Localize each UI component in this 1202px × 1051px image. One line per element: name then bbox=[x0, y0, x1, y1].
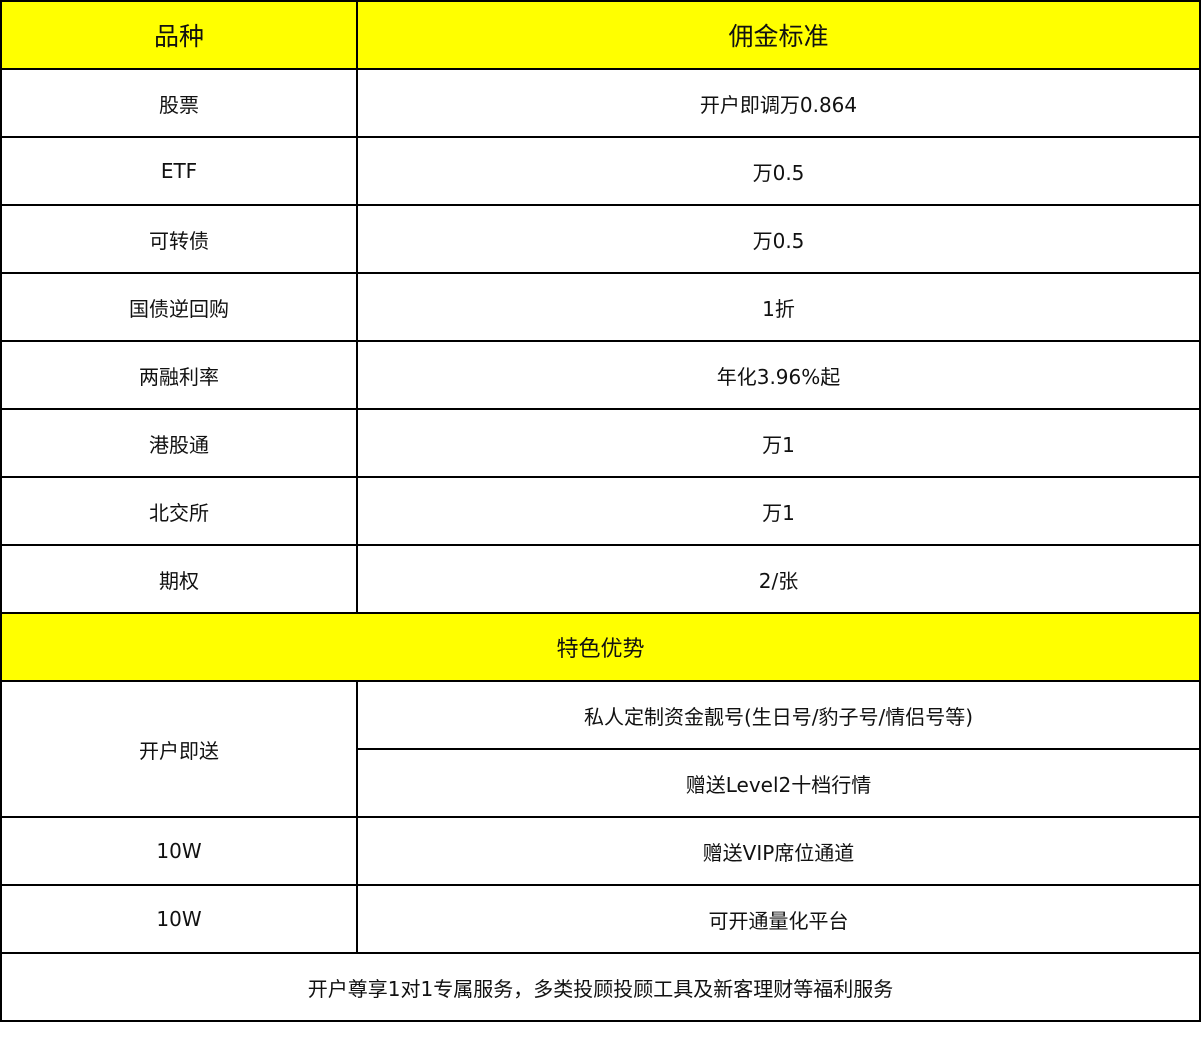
table-row: 股票 开户即调万0.864 bbox=[0, 68, 1201, 138]
table-row: 开户即送 私人定制资金靓号(生日号/豹子号/情侣号等) bbox=[0, 680, 1201, 818]
row-name: 北交所 bbox=[0, 476, 358, 546]
table-row: 期权 2/张 bbox=[0, 544, 1201, 614]
header-commission: 佣金标准 bbox=[356, 0, 1201, 70]
row-name: 两融利率 bbox=[0, 340, 358, 410]
row-name: 国债逆回购 bbox=[0, 272, 358, 342]
row-name: 10W bbox=[0, 816, 358, 886]
table-row: 港股通 万1 bbox=[0, 408, 1201, 478]
gift-item: 私人定制资金靓号(生日号/豹子号/情侣号等) bbox=[356, 680, 1201, 750]
row-value: 开户即调万0.864 bbox=[356, 68, 1201, 138]
row-name: ETF bbox=[0, 136, 358, 206]
row-name: 股票 bbox=[0, 68, 358, 138]
row-value: 万1 bbox=[356, 408, 1201, 478]
table-row: 10W 可开通量化平台 bbox=[0, 884, 1201, 954]
row-value: 万0.5 bbox=[356, 136, 1201, 206]
table-row: 北交所 万1 bbox=[0, 476, 1201, 546]
row-name: 期权 bbox=[0, 544, 358, 614]
row-name: 可转债 bbox=[0, 204, 358, 274]
row-value: 可开通量化平台 bbox=[356, 884, 1201, 954]
table-row: ETF 万0.5 bbox=[0, 136, 1201, 206]
header-row: 品种 佣金标准 bbox=[0, 0, 1201, 70]
footer-text: 开户尊享1对1专属服务，多类投顾投顾工具及新客理财等福利服务 bbox=[0, 952, 1201, 1022]
section-title: 特色优势 bbox=[0, 612, 1201, 682]
table-row: 可转债 万0.5 bbox=[0, 204, 1201, 274]
table-row: 两融利率 年化3.96%起 bbox=[0, 340, 1201, 410]
row-value: 2/张 bbox=[356, 544, 1201, 614]
row-value: 赠送VIP席位通道 bbox=[356, 816, 1201, 886]
gift-item: 赠送Level2十档行情 bbox=[356, 748, 1201, 818]
row-value: 万0.5 bbox=[356, 204, 1201, 274]
row-value: 年化3.96%起 bbox=[356, 340, 1201, 410]
row-name: 港股通 bbox=[0, 408, 358, 478]
section-row: 特色优势 bbox=[0, 612, 1201, 682]
gift-label: 开户即送 bbox=[0, 680, 358, 818]
footer-row: 开户尊享1对1专属服务，多类投顾投顾工具及新客理财等福利服务 bbox=[0, 952, 1201, 1022]
row-value: 万1 bbox=[356, 476, 1201, 546]
row-name: 10W bbox=[0, 884, 358, 954]
table-row: 10W 赠送VIP席位通道 bbox=[0, 816, 1201, 886]
table-row: 赠送Level2十档行情 bbox=[1, 748, 1201, 818]
row-value: 1折 bbox=[356, 272, 1201, 342]
table-row: 国债逆回购 1折 bbox=[0, 272, 1201, 342]
header-variety: 品种 bbox=[0, 0, 358, 70]
commission-table: 品种 佣金标准 股票 开户即调万0.864 ETF 万0.5 可转债 万0.5 国债逆… bbox=[0, 0, 1201, 1022]
